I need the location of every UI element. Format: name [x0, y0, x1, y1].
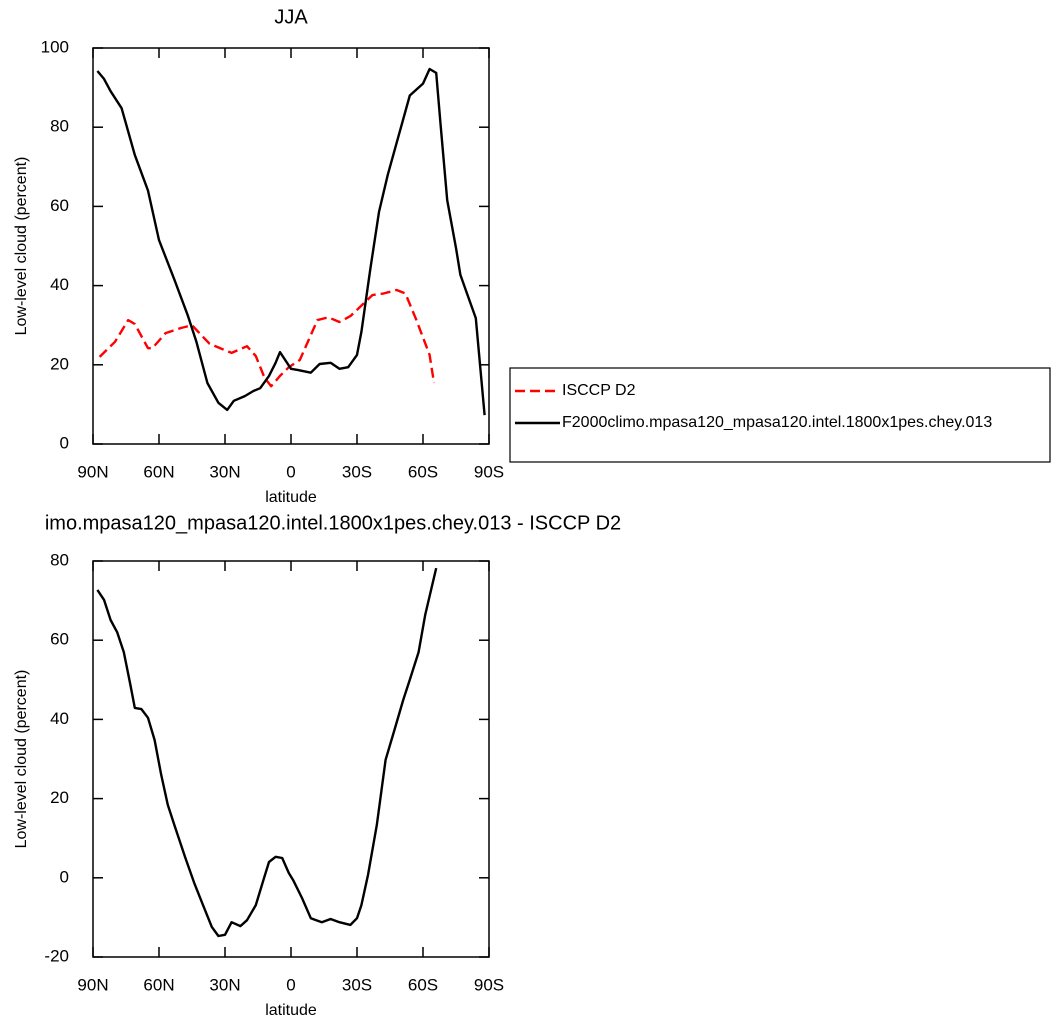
legend-box	[509, 367, 1051, 463]
legend-label: ISCCP D2	[562, 382, 636, 399]
x-tick-label: 30N	[209, 462, 240, 481]
y-tick-label: 80	[50, 550, 69, 569]
y-tick-label: 40	[50, 275, 69, 294]
y-tick-label: 60	[50, 196, 69, 215]
y-axis-label: Low-level cloud (percent)	[13, 670, 30, 849]
x-tick-label: 30N	[209, 975, 240, 994]
y-tick-label: 60	[50, 630, 69, 649]
x-tick-label: 90N	[77, 462, 108, 481]
data-line	[96, 567, 438, 938]
data-line	[96, 67, 486, 416]
y-tick-label: 0	[60, 867, 69, 886]
panel: imo.mpasa120_mpasa120.intel.1800x1pes.ch…	[13, 512, 621, 1019]
y-tick-label: 40	[50, 709, 69, 728]
y-tick-label: 100	[41, 37, 69, 56]
x-tick-label: 0	[286, 975, 295, 994]
x-axis-label: latitude	[265, 1002, 317, 1019]
x-tick-label: 60N	[143, 462, 174, 481]
x-tick-label: 60S	[408, 462, 438, 481]
x-tick-label: 90S	[474, 462, 504, 481]
panel: JJA latitude Low-level cloud (percent) 0 20 4…	[13, 6, 504, 506]
y-tick-label: 0	[60, 433, 69, 452]
x-tick-label: 60S	[408, 975, 438, 994]
plot-frame	[92, 560, 490, 958]
legend-label: F2000climo.mpasa120_mpasa120.intel.1800x…	[562, 414, 992, 431]
x-tick-label: 30S	[342, 462, 372, 481]
x-tick-label: 90S	[474, 975, 504, 994]
y-tick-label: 20	[50, 354, 69, 373]
x-tick-label: 90N	[77, 975, 108, 994]
y-tick-label: 20	[50, 788, 69, 807]
plot-frame	[92, 47, 490, 445]
x-tick-label: 60N	[143, 975, 174, 994]
y-tick-label: -20	[44, 946, 69, 965]
y-tick-label: 80	[50, 117, 69, 136]
x-tick-label: 30S	[342, 975, 372, 994]
x-tick-label: 0	[286, 462, 295, 481]
data-line	[98, 288, 436, 388]
chart-title: JJA	[274, 6, 308, 28]
legend: ISCCP D2 F2000climo.mpasa120_mpasa120.int…	[509, 367, 1051, 463]
y-axis-label: Low-level cloud (percent)	[13, 157, 30, 336]
x-axis-label: latitude	[265, 489, 317, 506]
chart-title: imo.mpasa120_mpasa120.intel.1800x1pes.ch…	[45, 512, 621, 534]
